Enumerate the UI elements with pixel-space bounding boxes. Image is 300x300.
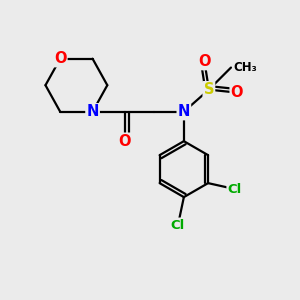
Text: N: N [86, 104, 99, 119]
Text: Cl: Cl [171, 219, 185, 232]
Text: Cl: Cl [227, 182, 242, 196]
Text: CH₃: CH₃ [233, 61, 257, 74]
Text: S: S [204, 82, 214, 97]
Text: O: O [198, 54, 211, 69]
Text: O: O [119, 134, 131, 149]
Text: O: O [231, 85, 243, 100]
Text: N: N [178, 104, 190, 119]
Text: O: O [54, 51, 66, 66]
